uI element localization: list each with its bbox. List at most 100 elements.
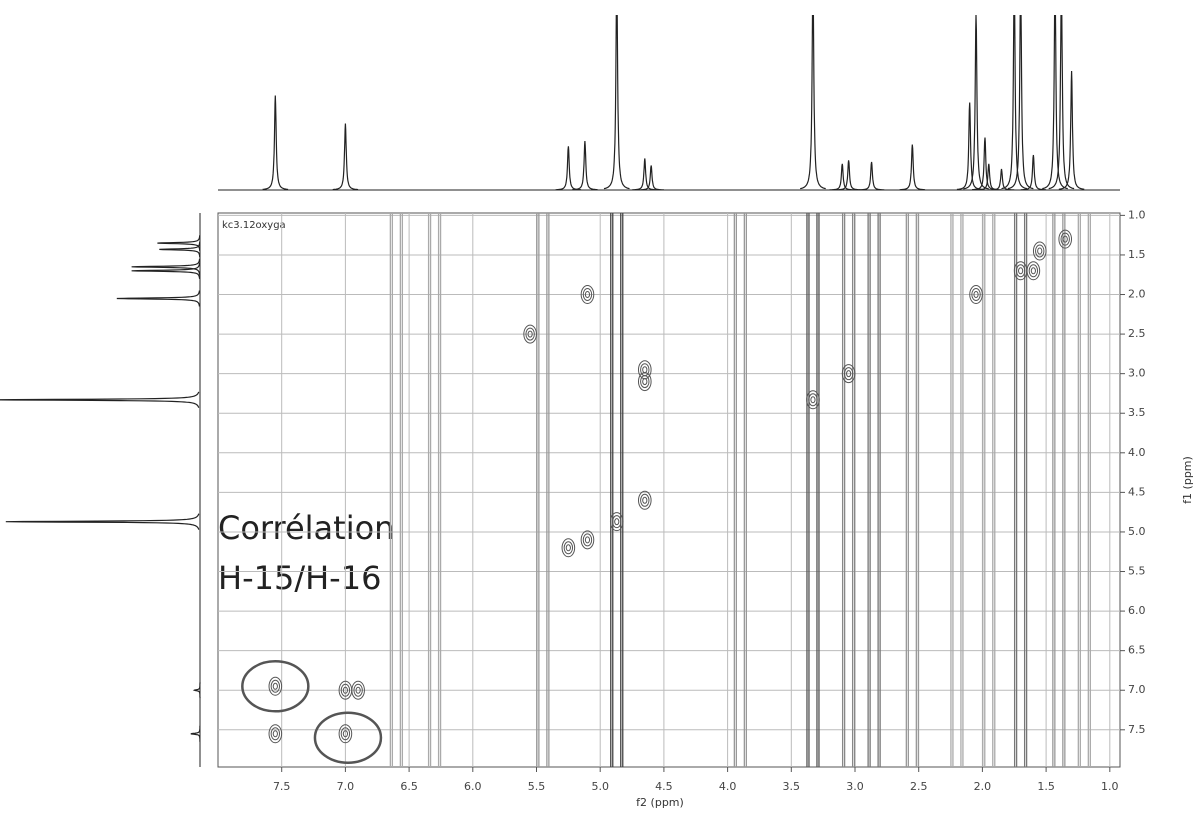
ridge [429, 213, 440, 767]
ridge [808, 213, 818, 767]
x-tick-label: 5.5 [528, 780, 546, 793]
annotation: Corrélation [218, 509, 394, 547]
plot-frame [217, 212, 1121, 768]
ridge [391, 213, 402, 767]
top-peak [1042, 15, 1068, 190]
ridge [869, 213, 879, 767]
cross-peak [338, 724, 353, 744]
cross-peak [810, 396, 816, 404]
top-peak [972, 137, 998, 191]
cross-peak [637, 490, 652, 510]
cross-peak [272, 730, 278, 738]
cross-peak [351, 680, 365, 700]
cross-peak [355, 686, 361, 694]
cross-peak [1018, 267, 1024, 275]
left-peak [131, 262, 201, 279]
y-tick-label: 1.0 [1128, 208, 1146, 221]
cross-peak [565, 544, 571, 552]
ridge [1079, 213, 1089, 767]
cross-peak [1030, 267, 1036, 275]
cross-peak [561, 538, 576, 558]
ridge [841, 213, 856, 767]
cross-peak [612, 515, 622, 529]
y-tick-label: 1.5 [1128, 248, 1146, 261]
ridge [907, 213, 917, 767]
ridge [538, 213, 548, 767]
cross-peak [969, 285, 983, 305]
dataset-label: kc3.12oxyga [222, 220, 286, 231]
top-peak [829, 163, 855, 191]
x-tick-label: 3.5 [783, 780, 801, 793]
cross-peak [580, 530, 595, 550]
cross-peak [637, 372, 652, 392]
y-tick-label: 2.0 [1128, 288, 1146, 301]
left-peak [190, 725, 201, 742]
x-tick-label: 1.5 [1037, 780, 1055, 793]
cross-peak [340, 683, 351, 697]
annotation: H-15/H-16 [218, 559, 381, 597]
cross-peak [1026, 261, 1041, 281]
cross-peak [614, 518, 620, 526]
top-projection [262, 15, 1085, 191]
cross-peak [1037, 247, 1043, 255]
cross-peak [609, 512, 624, 532]
top-peak [1001, 15, 1028, 190]
cross-peak [580, 285, 595, 305]
top-peak [899, 144, 926, 191]
y-tick-label: 7.0 [1128, 683, 1146, 696]
y-tick-label: 6.0 [1128, 604, 1146, 617]
cross-peak [841, 364, 856, 384]
ridge [984, 213, 994, 767]
cross-peak [846, 370, 852, 378]
top-peak [332, 123, 359, 191]
top-peak [800, 15, 826, 190]
y-tick-label: 2.5 [1128, 327, 1146, 340]
top-peak [963, 15, 989, 190]
cross-peak [584, 291, 591, 299]
y-tick-label: 5.0 [1128, 525, 1146, 538]
cross-peak [1058, 229, 1073, 249]
cross-peak [272, 682, 278, 690]
left-peak [5, 513, 200, 530]
cross-peak [642, 378, 648, 386]
cross-peak [527, 330, 533, 338]
top-peak [638, 165, 664, 191]
cross-peak [1028, 264, 1039, 278]
cross-peak [342, 730, 349, 738]
top-peak [632, 158, 658, 191]
top-peak [835, 160, 862, 191]
ridge [389, 213, 404, 767]
x-tick-label: 6.5 [400, 780, 418, 793]
x-tick-label: 1.0 [1101, 780, 1119, 793]
cross-peak [268, 676, 283, 696]
cross-peak [973, 291, 979, 299]
x-tick-label: 7.5 [273, 780, 291, 793]
x-tick-label: 4.5 [655, 780, 673, 793]
cross-peak [270, 679, 281, 693]
left-peak [116, 290, 201, 307]
ridge [612, 213, 622, 767]
cross-peak [582, 533, 593, 547]
top-peak [603, 15, 630, 190]
cross-peak [642, 496, 648, 504]
left-peak [192, 682, 201, 699]
x-tick-label: 7.0 [337, 780, 355, 793]
ridge [610, 213, 624, 767]
y-tick-label: 4.0 [1128, 446, 1146, 459]
cross-peak [270, 727, 281, 741]
ridge [950, 213, 964, 767]
x-tick-label: 4.0 [719, 780, 737, 793]
cross-peak [1015, 264, 1026, 278]
ticks: 7.5 7.0 6.5 6.0 5.5 5.0 4.5 4.0 3.5 3.0 2.5 2.0 1.5 1… [273, 208, 1146, 793]
cross-peak [523, 324, 537, 344]
y-tick-label: 5.5 [1128, 565, 1146, 578]
ridge [733, 213, 747, 767]
top-peak [1020, 154, 1047, 191]
left-peak [131, 258, 201, 275]
y-tick-label: 7.5 [1128, 723, 1146, 736]
y-tick-label: 6.5 [1128, 644, 1146, 657]
y-axis-label: f1 (ppm) [1181, 456, 1194, 504]
cross-peak [1062, 235, 1068, 243]
left-projection [0, 235, 201, 742]
